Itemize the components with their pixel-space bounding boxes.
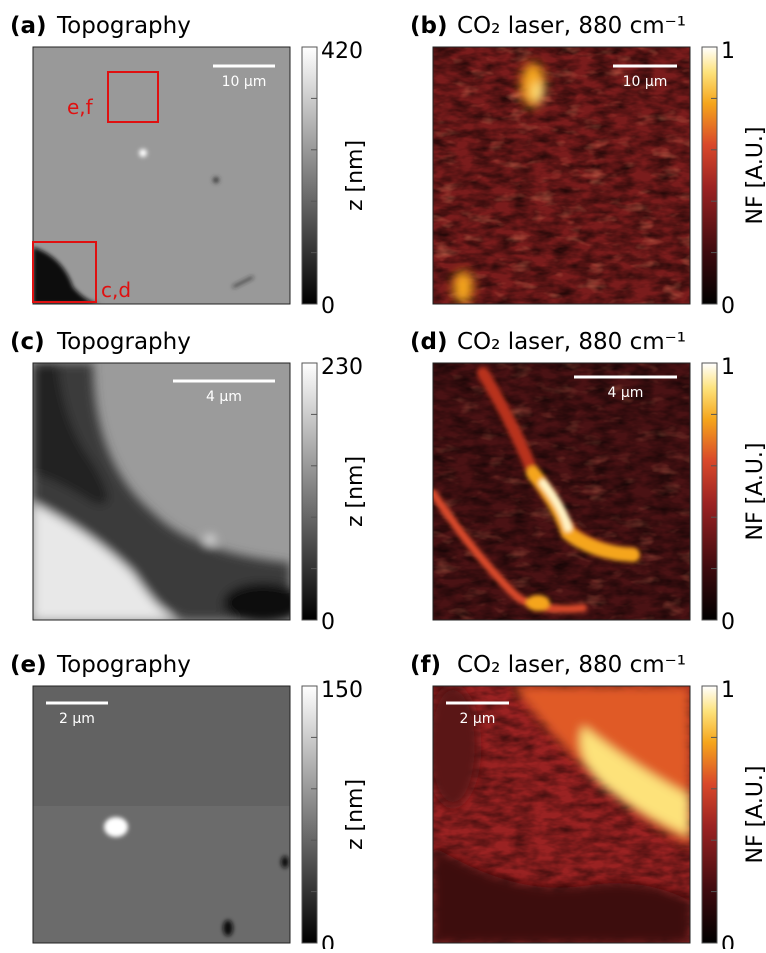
panel-label: (f) bbox=[410, 652, 441, 678]
pit bbox=[281, 856, 289, 868]
figure: (a) Topography 10 µm 420 0 z [nm] (b) CO₂ laser… bbox=[0, 0, 766, 949]
scale-bar-label: 10 µm bbox=[623, 74, 668, 90]
colorbar-min: 0 bbox=[721, 294, 735, 319]
texture-hot bbox=[433, 363, 690, 620]
colorbar-label: NF [A.U.] bbox=[743, 126, 766, 224]
dark-corner bbox=[223, 583, 303, 623]
colorbar-max: 1 bbox=[721, 678, 735, 703]
particle bbox=[213, 177, 219, 183]
colorbar-max: 230 bbox=[321, 355, 363, 380]
panel-title: Topography bbox=[56, 329, 191, 355]
particle bbox=[139, 149, 147, 157]
panel-label: (a) bbox=[10, 13, 47, 39]
colorbar bbox=[302, 363, 317, 620]
colorbar-min: 0 bbox=[321, 610, 335, 635]
panel-label: (e) bbox=[10, 652, 47, 678]
panel-label: (d) bbox=[410, 329, 448, 355]
colorbar-label: NF [A.U.] bbox=[743, 765, 766, 863]
colorbar-max: 1 bbox=[721, 355, 735, 380]
panel-label: (c) bbox=[10, 329, 45, 355]
scale-bar-label: 10 µm bbox=[222, 74, 267, 90]
hotspot bbox=[526, 595, 550, 611]
panel-title: CO₂ laser, 880 cm⁻¹ bbox=[457, 329, 686, 355]
colorbar-min: 0 bbox=[721, 610, 735, 635]
colorbar-label: z [nm] bbox=[343, 779, 368, 850]
roi-label: e,f bbox=[67, 95, 94, 119]
roi-label: c,d bbox=[101, 278, 131, 302]
panel-title: Topography bbox=[56, 13, 191, 39]
colorbar-label: NF [A.U.] bbox=[743, 442, 766, 540]
colorbar bbox=[302, 47, 317, 304]
image bbox=[33, 363, 303, 623]
panel-label: (b) bbox=[410, 13, 448, 39]
scale-bar-label: 2 µm bbox=[460, 711, 496, 727]
panel-title: CO₂ laser, 880 cm⁻¹ bbox=[457, 652, 686, 678]
scale-bar-label: 4 µm bbox=[608, 385, 644, 401]
colorbar-min: 0 bbox=[721, 933, 735, 949]
image bbox=[433, 363, 690, 620]
colorbar-label: z [nm] bbox=[343, 456, 368, 527]
colorbar-max: 420 bbox=[321, 39, 363, 64]
colorbar-max: 150 bbox=[321, 678, 363, 703]
image-content bbox=[33, 363, 303, 623]
pit bbox=[223, 920, 233, 936]
hotspot bbox=[532, 82, 544, 102]
colorbar-max: 1 bbox=[721, 39, 735, 64]
particle bbox=[205, 535, 215, 545]
colorbar bbox=[702, 686, 717, 943]
colorbar bbox=[702, 363, 717, 620]
colorbar bbox=[302, 686, 317, 943]
image-content bbox=[433, 363, 690, 620]
particle bbox=[104, 817, 128, 837]
colorbar-min: 0 bbox=[321, 294, 335, 319]
scale-bar-label: 2 µm bbox=[59, 711, 95, 727]
panel-title: Topography bbox=[56, 652, 191, 678]
colorbar bbox=[702, 47, 717, 304]
colorbar-min: 0 bbox=[321, 933, 335, 949]
colorbar-label: z [nm] bbox=[343, 140, 368, 211]
panel-title: CO₂ laser, 880 cm⁻¹ bbox=[457, 13, 686, 39]
hotspot bbox=[453, 271, 473, 303]
scale-bar-label: 4 µm bbox=[206, 389, 242, 405]
